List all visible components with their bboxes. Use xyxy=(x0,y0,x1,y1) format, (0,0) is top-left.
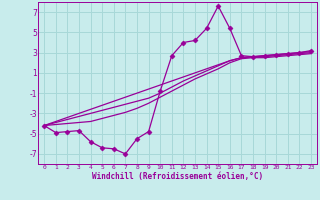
X-axis label: Windchill (Refroidissement éolien,°C): Windchill (Refroidissement éolien,°C) xyxy=(92,172,263,181)
